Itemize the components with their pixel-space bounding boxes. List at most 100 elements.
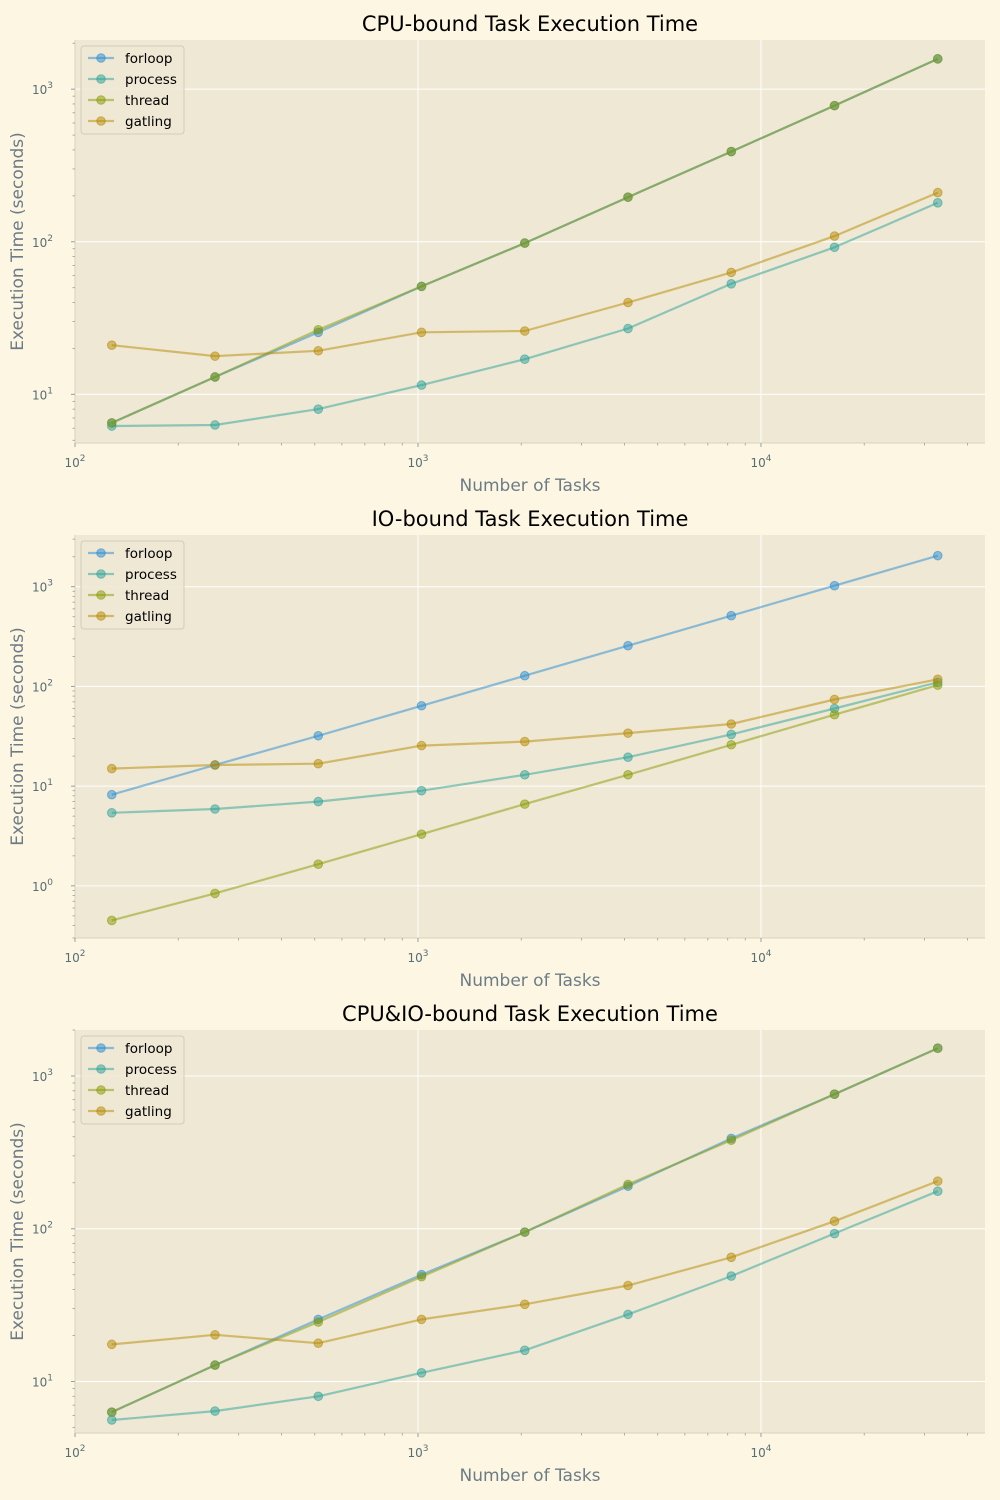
data-point-process [416,1367,427,1378]
legend-marker-process [96,569,106,579]
chart-title: IO-bound Task Execution Time [372,507,689,531]
legend-item-forloop: forloop [88,51,172,67]
data-point-process [829,1228,840,1239]
chart-title: CPU-bound Task Execution Time [362,12,698,36]
data-point-thread [313,324,324,335]
series-gatling [106,187,943,361]
data-point-gatling [313,758,324,769]
data-point-gatling [726,267,737,278]
data-point-process [106,1415,117,1425]
legend-item-thread: thread [88,1083,169,1099]
data-point-gatling [932,1176,943,1186]
y-tick-label: 101 [32,778,53,794]
data-point-process [623,323,633,334]
legend-marker-thread [96,590,106,600]
legend-label-forloop: forloop [125,546,172,562]
x-tick-label: 102 [64,454,85,470]
chart-1: 102 103 104 101 102 103 CPU-bound Task Executi… [8,12,985,496]
data-point-gatling [416,327,427,338]
data-point-process [519,354,530,364]
data-point-thread [210,1360,220,1370]
chart-2: 102 103 104 100 101 102 103 IO-bound Task Execu… [8,507,985,991]
data-point-process [519,1345,530,1356]
data-point-process [416,785,427,796]
legend-marker-thread [96,1085,106,1095]
data-point-process [313,1391,324,1402]
data-point-thread [726,146,737,157]
data-point-forloop [519,670,530,681]
data-point-thread [106,1407,117,1417]
series-gatling [106,674,943,774]
legend-item-process: process [88,567,177,583]
series-process [106,198,943,431]
data-point-thread [623,1179,633,1190]
data-point-forloop [726,610,737,621]
series-gatling [106,1176,943,1350]
plot-area [75,1030,985,1433]
data-point-gatling [106,340,117,350]
data-point-gatling [106,763,117,774]
minor-ticks [72,42,968,446]
data-point-gatling [623,728,633,738]
data-point-process [726,279,737,289]
y-tick-label: 103 [32,579,53,595]
legend-marker-gatling [96,116,106,126]
data-point-process [313,796,324,807]
y-tick-label: 101 [32,386,53,402]
data-point-thread [519,1227,530,1237]
data-point-process [519,769,530,780]
series-thread [106,680,943,926]
data-point-thread [416,1271,427,1282]
data-point-gatling [519,1299,530,1310]
y-tick-label: 100 [32,878,53,894]
data-point-thread [416,829,427,839]
data-point-forloop [106,789,117,800]
data-point-thread [210,888,220,899]
data-point-process [210,804,220,814]
legend-item-thread: thread [88,93,169,109]
data-point-process [623,1309,633,1320]
y-axis-label: Execution Time (seconds) [8,132,28,351]
legend-box [80,1035,185,1125]
data-point-thread [519,238,530,248]
data-point-gatling [416,1314,427,1325]
series-thread [106,1043,943,1417]
data-point-thread [106,418,117,428]
y-tick-label: 102 [32,234,53,250]
legend-marker-forloop [96,53,106,63]
legend-label-process: process [125,1062,177,1078]
data-point-thread [623,769,633,780]
legend-item-gatling: gatling [88,1104,172,1120]
data-point-process [726,729,737,740]
data-point-gatling [623,297,633,308]
x-tick-label: 104 [750,1444,771,1460]
data-point-gatling [623,1280,633,1291]
minor-ticks [72,538,968,941]
data-point-process [932,198,943,208]
data-point-thread [829,100,840,111]
x-tick-label: 103 [407,949,428,965]
data-point-gatling [726,1252,737,1263]
data-point-thread [416,281,427,292]
legend-item-forloop: forloop [88,546,172,562]
legend-marker-forloop [96,548,106,558]
data-point-gatling [210,1330,220,1340]
data-point-thread [210,372,220,382]
series-forloop [106,550,943,800]
legend-marker-thread [96,95,106,105]
legend-item-thread: thread [88,588,169,604]
x-tick-label: 102 [64,949,85,965]
data-point-thread [106,915,117,926]
legend: forloop process thread gatling [80,45,185,135]
data-point-process [106,808,117,818]
data-point-gatling [519,736,530,747]
legend-label-gatling: gatling [125,114,172,130]
x-tick-label: 104 [750,949,771,965]
data-point-thread [313,1317,324,1327]
data-point-gatling [313,1338,324,1349]
y-tick-label: 103 [32,1068,53,1084]
data-point-process [210,1406,220,1416]
data-point-process [829,242,840,253]
x-tick-label: 103 [407,1444,428,1460]
